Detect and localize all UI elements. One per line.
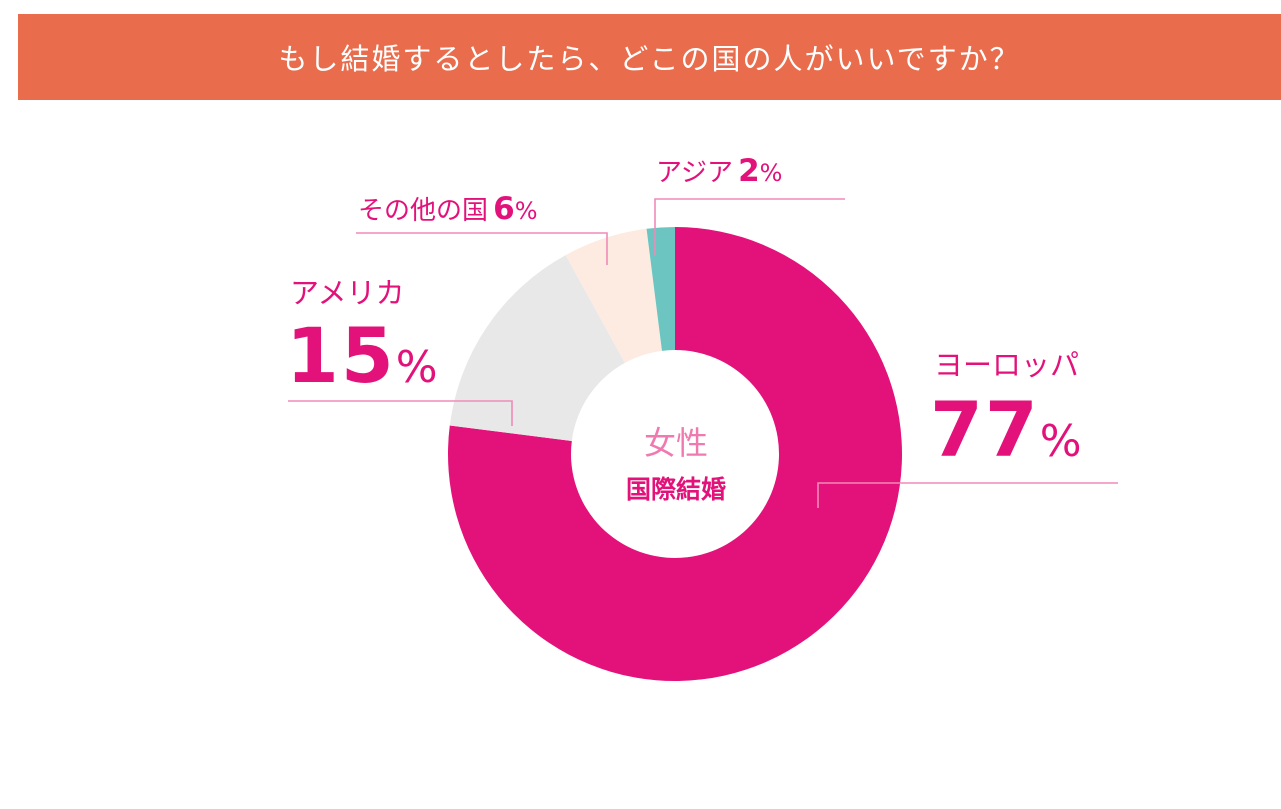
label-asia-value: 2 (738, 153, 760, 189)
label-america-value-group: 15% (286, 318, 438, 394)
leader-line-europe (817, 482, 1118, 508)
label-america-name: アメリカ (290, 276, 405, 310)
label-other-unit: % (514, 197, 538, 225)
title-banner: もし結婚するとしたら、どこの国の人がいいですか？ (18, 14, 1281, 100)
label-other-name: その他の国 (358, 196, 489, 226)
label-america-value: 15 (286, 311, 396, 400)
label-europe-value: 77 (930, 385, 1040, 474)
label-europe-value-group: 77% (930, 392, 1082, 468)
leader-line-asia (654, 198, 845, 256)
slice-asia (646, 227, 675, 351)
chart-title: もし結婚するとしたら、どこの国の人がいいですか？ (278, 42, 1021, 76)
center-label-topic: 国際結婚 (625, 475, 726, 504)
leader-line-other (356, 232, 608, 265)
center-label-gender: 女性 (643, 424, 708, 462)
slice-america (449, 255, 625, 441)
label-other: その他の国 6% (358, 194, 538, 225)
slice-other (565, 228, 662, 363)
leader-line-america (288, 400, 513, 426)
label-other-value: 6 (493, 191, 515, 227)
label-asia-name: アジア (656, 158, 733, 188)
label-europe-unit: % (1039, 416, 1082, 467)
label-asia: アジア 2% (656, 156, 782, 187)
label-europe-name: ヨーロッパ (934, 348, 1080, 382)
slice-europe (448, 227, 903, 681)
label-america-unit: % (395, 342, 438, 393)
label-asia-unit: % (759, 159, 783, 187)
